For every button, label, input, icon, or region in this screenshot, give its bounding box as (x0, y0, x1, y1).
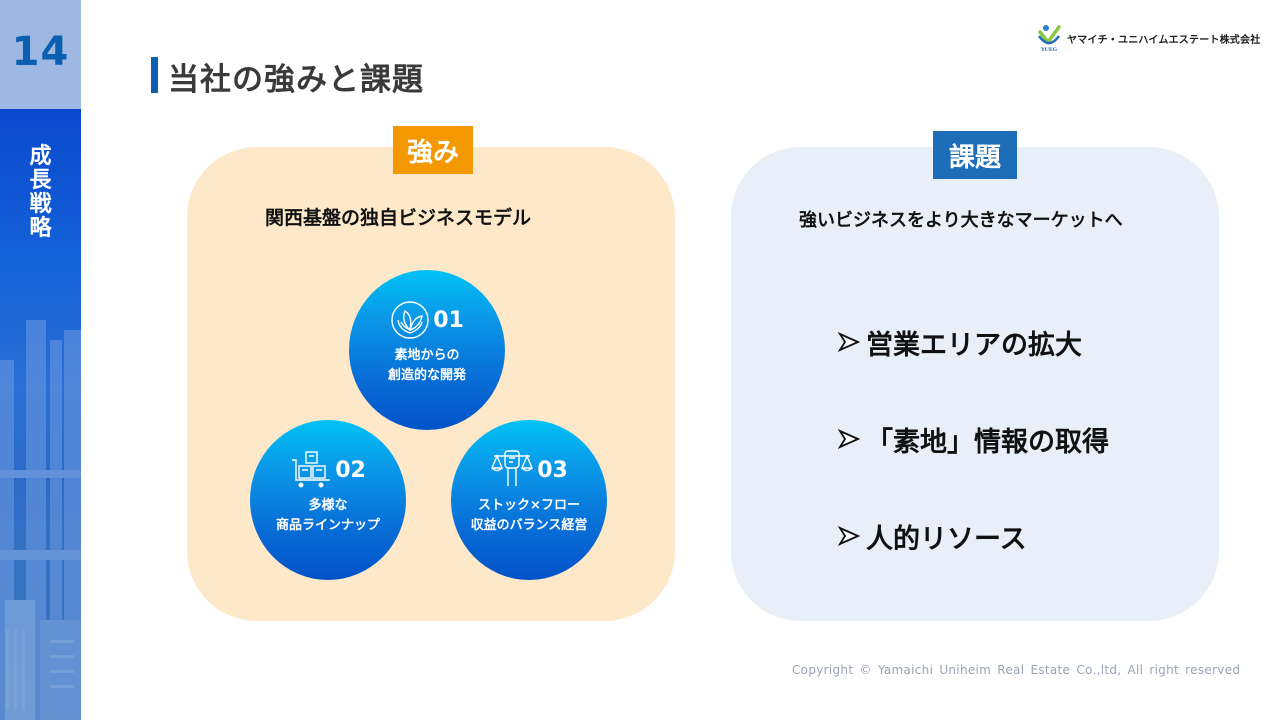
strength-circle-03: 03 ストック×フロー 収益のバランス経営 (451, 420, 607, 580)
arrowhead-bullet-icon (838, 332, 860, 352)
section-label-char: 長 (29, 168, 52, 193)
strength-label-line: 創造的な開発 (387, 368, 466, 383)
strength-label-line: 商品ラインナップ (275, 518, 380, 533)
strength-label-line: 収益のバランス経営 (470, 518, 588, 533)
strengths-tag: 強み (393, 126, 473, 174)
strength-circle-01: 01 素地からの 創造的な開発 (349, 270, 505, 430)
issue-item: 営業エリアの拡大 (838, 322, 1109, 362)
section-box: 成 長 戦 略 (0, 109, 81, 720)
arrowhead-bullet-icon (838, 429, 860, 449)
section-label-char: 成 (29, 144, 52, 169)
section-label: 成 長 戦 略 (0, 145, 81, 241)
issue-item: 人的リソース (838, 516, 1109, 556)
strengths-subtitle: 関西基盤の独自ビジネスモデル (265, 207, 532, 229)
city-skyline-image (0, 320, 81, 720)
issue-text: 「素地」情報の取得 (866, 426, 1109, 458)
strength-circle-02: 02 多様な 商品ラインナップ (250, 420, 406, 580)
strength-label-line: 多様な (308, 498, 348, 513)
sidebar: 14 成 長 戦 略 (0, 0, 81, 720)
section-label-char: 戦 (29, 192, 52, 217)
plant-hands-icon (390, 300, 430, 340)
svg-text:YUEG: YUEG (1040, 47, 1057, 52)
issue-text: 人的リソース (866, 523, 1027, 555)
strength-label: ストック×フロー 収益のバランス経営 (451, 496, 607, 536)
title-accent-bar (151, 57, 158, 93)
company-name: ヤマイチ・ユニハイムエステート株式会社 (1067, 34, 1261, 46)
company-logo: YUEG ヤマイチ・ユニハイムエステート株式会社 (1037, 24, 1261, 53)
strength-number: 03 (537, 457, 568, 483)
issue-item: 「素地」情報の取得 (838, 419, 1109, 459)
section-label-char: 略 (29, 216, 52, 241)
copyright: Copyright © Yamaichi Uniheim Real Estate… (792, 663, 1241, 677)
fist-scales-icon (490, 450, 534, 490)
page-number: 14 (11, 28, 70, 75)
issues-list: 営業エリアの拡大 「素地」情報の取得 人的リソース (838, 322, 1109, 556)
arrowhead-bullet-icon (838, 526, 860, 546)
strength-number: 01 (433, 307, 464, 333)
cart-boxes-icon (290, 450, 332, 490)
page-title: 当社の強みと課題 (168, 62, 424, 98)
page-number-box: 14 (0, 0, 81, 109)
logo-mark-icon: YUEG (1037, 24, 1061, 53)
strength-label: 多様な 商品ラインナップ (250, 496, 406, 536)
issues-panel (731, 147, 1219, 621)
strength-label-line: ストック×フロー (478, 498, 580, 513)
strength-label-line: 素地からの (394, 348, 460, 363)
strength-number: 02 (335, 457, 366, 483)
issue-text: 営業エリアの拡大 (866, 329, 1082, 361)
strength-label: 素地からの 創造的な開発 (349, 346, 505, 386)
issues-subtitle: 強いビジネスをより大きなマーケットへ (799, 210, 1123, 231)
issues-tag: 課題 (933, 131, 1017, 179)
